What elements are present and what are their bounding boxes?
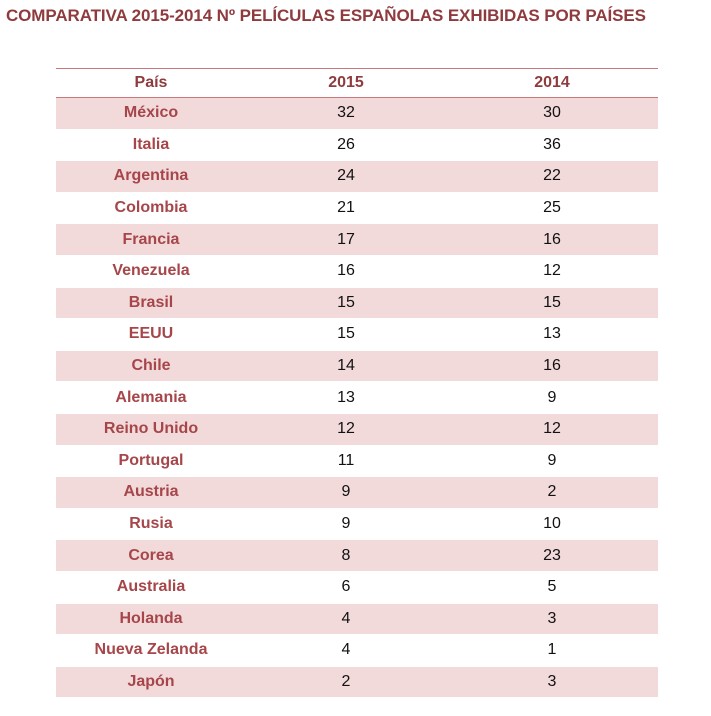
table-row: Francia 17 16 <box>56 223 658 256</box>
cell-2015: 14 <box>246 350 446 383</box>
cell-2014: 3 <box>446 603 658 636</box>
cell-2014: 15 <box>446 287 658 320</box>
cell-2014: 22 <box>446 160 658 193</box>
cell-2015: 17 <box>246 223 446 256</box>
cell-country: Corea <box>56 539 246 572</box>
table-row: Argentina 24 22 <box>56 160 658 193</box>
cell-2014: 36 <box>446 129 658 162</box>
cell-2014: 12 <box>446 413 658 446</box>
cell-country: Nueva Zelanda <box>56 634 246 667</box>
header-country: País <box>134 74 168 91</box>
cell-country: Japón <box>56 666 246 699</box>
table-row: Alemania 13 9 <box>56 381 658 414</box>
cell-2014: 1 <box>446 634 658 667</box>
cell-2014: 3 <box>446 666 658 699</box>
cell-2015: 6 <box>246 571 446 604</box>
cell-country: Holanda <box>56 603 246 636</box>
cell-2015: 12 <box>246 413 446 446</box>
cell-2015: 2 <box>246 666 446 699</box>
cell-country: Venezuela <box>56 255 246 288</box>
cell-2015: 15 <box>246 287 446 320</box>
cell-2014: 2 <box>446 476 658 509</box>
table-row: Nueva Zelanda 4 1 <box>56 634 658 667</box>
cell-2015: 8 <box>246 539 446 572</box>
table-row: Corea 8 23 <box>56 539 658 572</box>
cell-2014: 16 <box>446 350 658 383</box>
cell-country: Rusia <box>56 508 246 541</box>
cell-2015: 15 <box>246 318 446 351</box>
cell-2015: 21 <box>246 192 446 225</box>
cell-2015: 32 <box>246 97 446 130</box>
table-row: México 32 30 <box>56 97 658 130</box>
cell-2014: 13 <box>446 318 658 351</box>
table-row: Australia 6 5 <box>56 571 658 604</box>
cell-country: Brasil <box>56 287 246 320</box>
table-row: EEUU 15 13 <box>56 318 658 351</box>
cell-country: Australia <box>56 571 246 604</box>
cell-2015: 26 <box>246 129 446 162</box>
table-row: Holanda 4 3 <box>56 603 658 636</box>
cell-2014: 23 <box>446 539 658 572</box>
films-by-country-table: País 2015 2014 México 32 30 Italia 26 36 Argen… <box>56 68 658 699</box>
cell-country: Italia <box>56 129 246 162</box>
cell-2015: 4 <box>246 634 446 667</box>
cell-country: Reino Unido <box>56 413 246 446</box>
cell-country: Alemania <box>56 381 246 414</box>
header-2014: 2014 <box>534 74 570 91</box>
cell-2014: 9 <box>446 381 658 414</box>
cell-country: Portugal <box>56 445 246 478</box>
table-body: México 32 30 Italia 26 36 Argentina 24 22 Colombi… <box>56 97 658 699</box>
cell-2015: 4 <box>246 603 446 636</box>
table-row: Brasil 15 15 <box>56 287 658 320</box>
header-2015: 2015 <box>328 74 364 91</box>
cell-2015: 9 <box>246 476 446 509</box>
cell-2015: 13 <box>246 381 446 414</box>
table-row: Italia 26 36 <box>56 129 658 162</box>
cell-country: Colombia <box>56 192 246 225</box>
table-row: Venezuela 16 12 <box>56 255 658 288</box>
table-row: Austria 9 2 <box>56 476 658 509</box>
cell-2014: 30 <box>446 97 658 130</box>
cell-2014: 12 <box>446 255 658 288</box>
cell-country: EEUU <box>56 318 246 351</box>
table-row: Chile 14 16 <box>56 350 658 383</box>
cell-country: Francia <box>56 223 246 256</box>
cell-2015: 11 <box>246 445 446 478</box>
header-row: País 2015 2014 <box>56 68 658 98</box>
films-by-country-table-container: País 2015 2014 México 32 30 Italia 26 36 Argen… <box>56 68 658 699</box>
cell-country: Chile <box>56 350 246 383</box>
page-title: COMPARATIVA 2015-2014 Nº PELÍCULAS ESPAÑ… <box>6 6 646 25</box>
cell-2014: 16 <box>446 223 658 256</box>
cell-2015: 24 <box>246 160 446 193</box>
cell-2014: 5 <box>446 571 658 604</box>
table-row: Reino Unido 12 12 <box>56 413 658 446</box>
table-row: Japón 2 3 <box>56 666 658 699</box>
table-row: Colombia 21 25 <box>56 192 658 225</box>
cell-2015: 9 <box>246 508 446 541</box>
cell-2014: 25 <box>446 192 658 225</box>
cell-country: México <box>56 97 246 130</box>
cell-2014: 9 <box>446 445 658 478</box>
table-row: Rusia 9 10 <box>56 508 658 541</box>
cell-2014: 10 <box>446 508 658 541</box>
cell-country: Argentina <box>56 160 246 193</box>
cell-2015: 16 <box>246 255 446 288</box>
table-header: País 2015 2014 <box>56 68 658 98</box>
table-row: Portugal 11 9 <box>56 445 658 478</box>
cell-country: Austria <box>56 476 246 509</box>
